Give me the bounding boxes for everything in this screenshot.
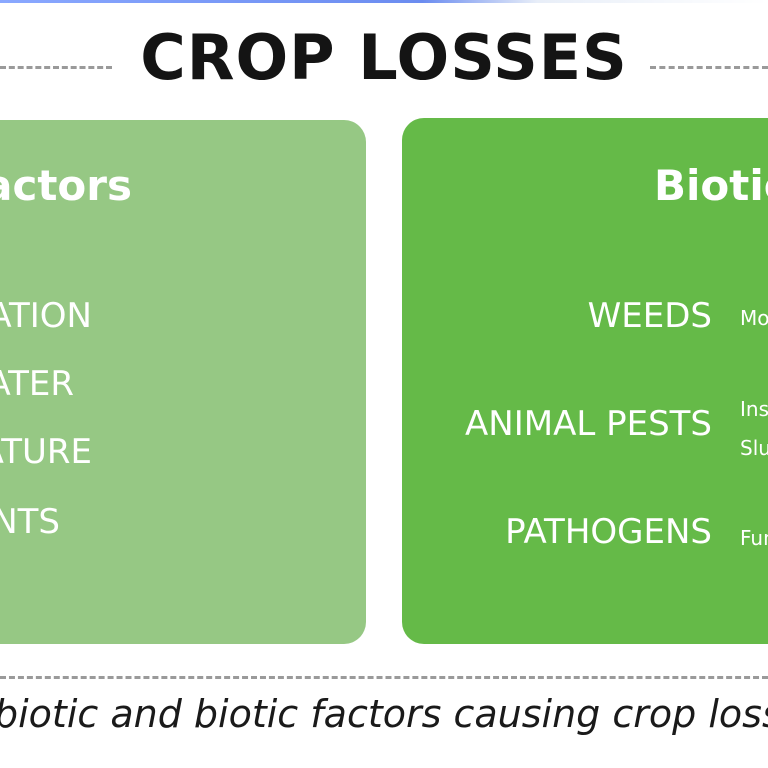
biotic-example-weeds: Monocots, Dicots [740,306,768,330]
caption-divider [0,676,768,679]
abiotic-item-radiation: RADIATION [0,296,92,336]
biotic-panel-title: Biotic factors [654,161,768,210]
abiotic-item-nutrients: NUTRIENTS [0,502,60,542]
top-accent-rule [0,0,768,3]
title-dash-left [0,66,112,69]
diagram-title: CROP LOSSES [140,21,628,94]
abiotic-panel [0,120,366,644]
abiotic-item-temperature: TEMPERATURE [0,432,92,472]
biotic-item-animal-pests: ANIMAL PESTS [465,404,712,444]
figure-caption: Abiotic and biotic factors causing crop … [0,692,768,736]
biotic-item-weeds: WEEDS [587,296,712,336]
abiotic-item-water: WATER [0,364,74,404]
biotic-panel [402,118,768,644]
biotic-example-animal-pests-line1: Insects, Mites, [740,397,768,421]
title-dash-right [650,66,768,69]
abiotic-panel-title: Abiotic factors [0,161,132,210]
biotic-item-pathogens: PATHOGENS [505,512,712,552]
biotic-example-pathogens: Fungi, Bacteria, Viruses [740,526,768,550]
biotic-example-animal-pests-line2: Slugs, Rodents [740,436,768,460]
